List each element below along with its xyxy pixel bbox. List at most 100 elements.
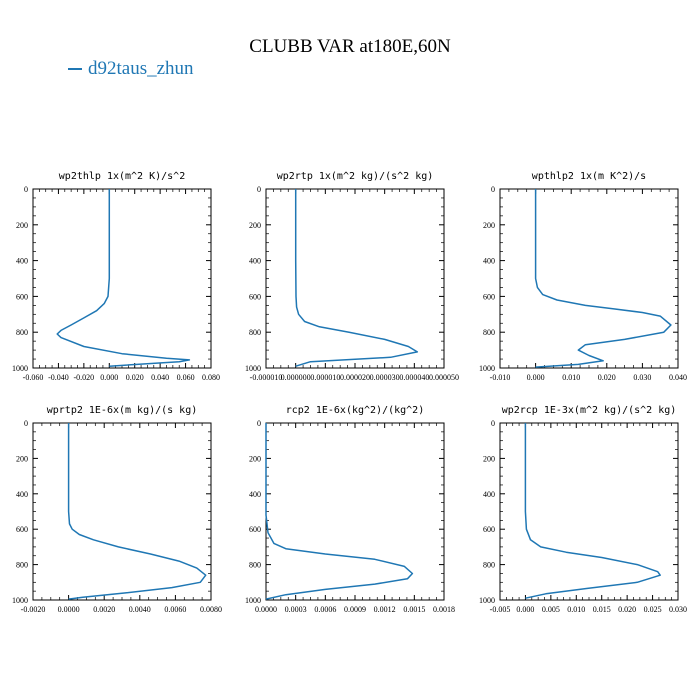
- panel-6-xtick-label: 0.000: [516, 605, 534, 614]
- panel-3-xtick-label: 0.030: [633, 373, 651, 382]
- panel-4-series-line: [67, 423, 207, 600]
- panel-2-xtick-label: 0.000020: [340, 373, 370, 382]
- panel-3-ytick-label: 600: [483, 292, 495, 301]
- panel-6-xtick-label: 0.025: [644, 605, 662, 614]
- panel-5-xtick-label: 0.0000: [255, 605, 277, 614]
- legend-line-icon: [68, 67, 82, 70]
- panel-5-series-line: [265, 423, 414, 600]
- panel-2-xtick-label: 0.000010: [310, 373, 340, 382]
- panel-2-ytick-label: 0: [257, 185, 261, 194]
- panel-1-ytick-label: 400: [16, 257, 28, 266]
- panel-1-xtick-label: 0.060: [177, 373, 195, 382]
- panel-3-xtick-label: 0.040: [669, 373, 687, 382]
- panel-2-xtick-label: 0.000040: [399, 373, 429, 382]
- panel-2-series-line: [294, 189, 419, 367]
- panel-1-title: wp2thlp 1x(m^2 K)/s^2: [59, 171, 185, 182]
- panel-5-ytick-label: 800: [249, 561, 261, 570]
- panel-3-xtick-label: 0.000: [527, 373, 545, 382]
- panel-1-xtick-label: 0.080: [202, 373, 220, 382]
- panel-1-frame: [32, 188, 212, 369]
- panel-1-ytick-label: 1000: [12, 364, 28, 373]
- panel-5-ytick-label: 600: [249, 525, 261, 534]
- panel-5-ytick-label: 400: [249, 490, 261, 499]
- panel-5-ytick-label: 1000: [245, 596, 261, 605]
- panel-2-ytick-label: 200: [249, 221, 261, 230]
- panel-5-xtick-label: 0.0006: [314, 605, 336, 614]
- panel-1-xtick-label: 0.040: [151, 373, 169, 382]
- panel-3-ytick-label: 800: [483, 328, 495, 337]
- panel-5-xtick-label: 0.0015: [403, 605, 425, 614]
- legend-label: d92taus_zhun: [88, 58, 194, 79]
- panel-5-frame: [265, 422, 445, 601]
- panel-3-xtick-label: 0.010: [562, 373, 580, 382]
- panel-5-ytick-label: 200: [249, 454, 261, 463]
- panel-2-xtick-label: -0.000010: [250, 373, 283, 382]
- panel-6-ytick-label: 600: [483, 525, 495, 534]
- panel-6-ytick-label: 800: [483, 561, 495, 570]
- panel-4-xtick-label: 0.0020: [93, 605, 115, 614]
- panel-1-ytick-label: 0: [24, 185, 28, 194]
- panel-6-ytick-label: 400: [483, 490, 495, 499]
- panel-4-ytick-label: 0: [24, 419, 28, 428]
- panel-6-title: wp2rcp 1E-3x(m^2 kg)/(s^2 kg): [502, 405, 677, 416]
- panel-4-xtick-label: 0.0040: [129, 605, 151, 614]
- panel-6-xtick-label: 0.015: [593, 605, 611, 614]
- panel-4-xtick-label: 0.0000: [58, 605, 80, 614]
- panel-5-xtick-label: 0.0003: [285, 605, 307, 614]
- panel-3-series-line: [534, 189, 672, 368]
- panel-6-series-line: [524, 423, 661, 599]
- panel-5-xtick-label: 0.0018: [433, 605, 455, 614]
- figure-legend: d92taus_zhun: [68, 58, 194, 80]
- panel-4-ytick-label: 1000: [12, 596, 28, 605]
- panel-3-frame: [499, 188, 679, 369]
- panel-6-ytick-label: 1000: [479, 596, 495, 605]
- panel-3-xtick-label: 0.020: [598, 373, 616, 382]
- panel-6-frame: [499, 422, 679, 601]
- panel-3-ytick-label: 200: [483, 221, 495, 230]
- panel-2-ytick-label: 800: [249, 328, 261, 337]
- panel-4-ytick-label: 600: [16, 525, 28, 534]
- panel-6-xtick-label: -0.005: [490, 605, 511, 614]
- panel-4-xtick-label: -0.0020: [21, 605, 46, 614]
- panel-2-title: wp2rtp 1x(m^2 kg)/(s^2 kg): [277, 171, 434, 182]
- panel-1-xtick-label: 0.020: [126, 373, 144, 382]
- panel-2-ytick-label: 600: [249, 292, 261, 301]
- panel-2-ytick-label: 1000: [245, 364, 261, 373]
- panel-1-ytick-label: 800: [16, 328, 28, 337]
- panel-3-ytick-label: 0: [491, 185, 495, 194]
- panel-1-ytick-label: 200: [16, 221, 28, 230]
- panel-2-ytick-label: 400: [249, 257, 261, 266]
- panel-2-xtick-label: 0.000000: [281, 373, 311, 382]
- panel-1-xtick-label: -0.060: [23, 373, 44, 382]
- panel-6-xtick-label: 0.020: [618, 605, 636, 614]
- panel-6-xtick-label: 0.030: [669, 605, 687, 614]
- panel-4-ytick-label: 400: [16, 490, 28, 499]
- panel-4-xtick-label: 0.0060: [164, 605, 186, 614]
- panel-2-xtick-label: 0.000050: [429, 373, 459, 382]
- panel-6-xtick-label: 0.010: [567, 605, 585, 614]
- panel-3-ytick-label: 400: [483, 257, 495, 266]
- panel-2-frame: [265, 188, 445, 369]
- panel-6-xtick-label: 0.005: [542, 605, 560, 614]
- panel-4-ytick-label: 800: [16, 561, 28, 570]
- panel-3-title: wpthlp2 1x(m K^2)/s: [532, 171, 646, 182]
- panel-6-ytick-label: 200: [483, 454, 495, 463]
- panel-2-xtick-label: 0.000030: [370, 373, 400, 382]
- panel-6-ytick-label: 0: [491, 419, 495, 428]
- panel-4-title: wprtp2 1E-6x(m kg)/(s kg): [47, 405, 198, 416]
- panel-4-frame: [32, 422, 212, 601]
- panel-1-series-line: [56, 189, 191, 367]
- panel-1-xtick-label: -0.040: [48, 373, 69, 382]
- panel-5-xtick-label: 0.0012: [374, 605, 396, 614]
- panel-1-xtick-label: -0.020: [74, 373, 95, 382]
- panel-5-title: rcp2 1E-6x(kg^2)/(kg^2): [286, 405, 424, 416]
- panel-3-ytick-label: 1000: [479, 364, 495, 373]
- panel-3-xtick-label: -0.010: [490, 373, 511, 382]
- panel-5-ytick-label: 0: [257, 419, 261, 428]
- panel-1-ytick-label: 600: [16, 292, 28, 301]
- panel-4-xtick-label: 0.0080: [200, 605, 222, 614]
- panel-4-ytick-label: 200: [16, 454, 28, 463]
- panel-1-xtick-label: 0.000: [100, 373, 118, 382]
